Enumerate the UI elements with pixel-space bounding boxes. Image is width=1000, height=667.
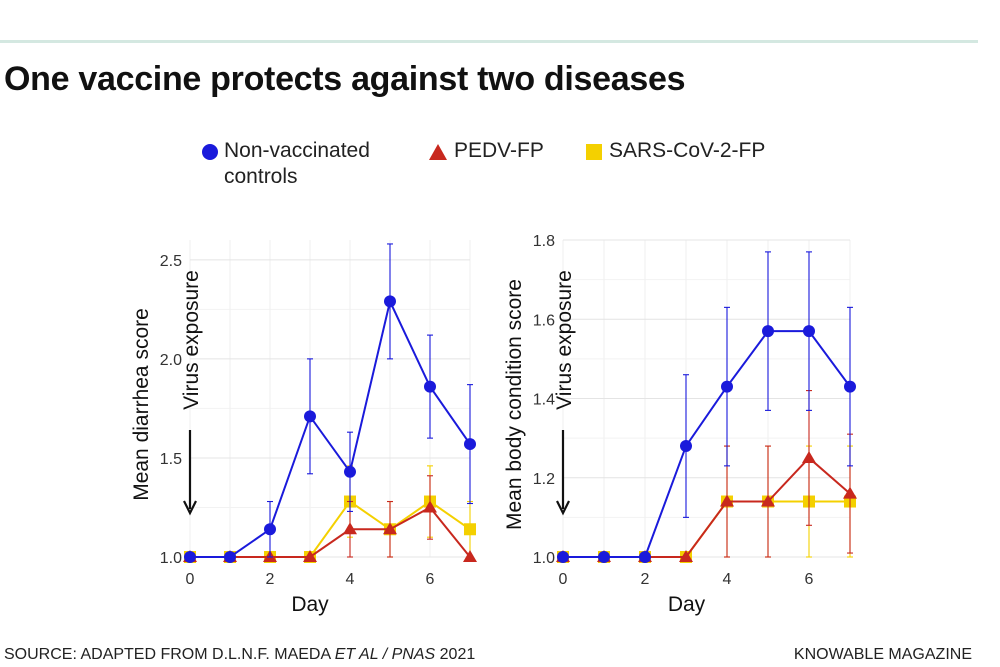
y-tick-label: 1.5 bbox=[160, 451, 182, 468]
data-point-circle bbox=[264, 523, 276, 536]
data-point-circle bbox=[598, 551, 610, 563]
data-point-circle bbox=[762, 325, 774, 338]
data-point-circle bbox=[639, 551, 651, 563]
data-point-triangle bbox=[843, 486, 857, 499]
data-point-triangle bbox=[383, 522, 397, 535]
data-point-square bbox=[464, 523, 476, 536]
x-axis-title: Day bbox=[668, 593, 706, 616]
x-tick-label: 4 bbox=[723, 571, 732, 588]
data-point-circle bbox=[557, 551, 569, 563]
data-point-circle bbox=[184, 551, 196, 563]
y-tick-label: 1.8 bbox=[533, 233, 555, 250]
data-point-triangle bbox=[679, 550, 693, 562]
data-point-triangle bbox=[802, 450, 816, 463]
source-italic: ET AL / PNAS bbox=[334, 646, 436, 663]
series-square bbox=[557, 445, 856, 563]
legend-label-line-1: PEDV-FP bbox=[454, 139, 544, 162]
x-tick-label: 6 bbox=[805, 571, 814, 588]
data-point-circle bbox=[464, 438, 476, 451]
legend-square-icon bbox=[586, 144, 602, 160]
body-condition-chart: 1.0 1.2 1.4 1.6 1.8 0 2 4 6 Day Mean body conditio… bbox=[503, 233, 857, 616]
legend-label-non-vaccinated: Non-vaccinated controls bbox=[224, 138, 370, 190]
data-point-circle bbox=[224, 551, 236, 563]
legend-label-line-1: SARS-CoV-2-FP bbox=[609, 139, 766, 162]
legend: Non-vaccinated controls PEDV-FP SARS-CoV… bbox=[0, 138, 1000, 198]
data-point-triangle bbox=[720, 494, 734, 507]
source-credit: SOURCE: ADAPTED FROM D.L.N.F. MAEDA ET A… bbox=[4, 646, 475, 664]
x-tick-label: 0 bbox=[186, 571, 195, 588]
data-point-circle bbox=[384, 295, 396, 308]
y-tick-label: 1.6 bbox=[533, 312, 555, 329]
data-point-circle bbox=[844, 380, 856, 393]
y-tick-label: 1.2 bbox=[533, 471, 555, 488]
series-line bbox=[190, 506, 471, 558]
legend-label-line-1: Non-vaccinated bbox=[224, 139, 370, 162]
x-tick-label: 2 bbox=[641, 571, 650, 588]
data-point-circle bbox=[680, 440, 692, 453]
source-prefix: SOURCE: ADAPTED FROM D.L.N.F. MAEDA bbox=[4, 646, 335, 663]
data-point-circle bbox=[721, 380, 733, 393]
x-tick-label: 4 bbox=[346, 571, 355, 588]
x-tick-label: 6 bbox=[426, 571, 435, 588]
virus-exposure-arrow-head-icon bbox=[183, 500, 197, 516]
data-point-triangle bbox=[343, 522, 357, 535]
y-axis-title: Mean diarrhea score bbox=[130, 308, 153, 501]
data-point-triangle bbox=[761, 494, 775, 507]
series-triangle bbox=[183, 475, 477, 562]
virus-exposure-arrow-head-icon bbox=[556, 500, 570, 516]
legend-marker-sars-cov-2 bbox=[586, 144, 602, 160]
y-axis-title: Mean body condition score bbox=[503, 279, 526, 530]
legend-label-line-2: controls bbox=[224, 165, 298, 188]
y-tick-label: 1.0 bbox=[533, 550, 555, 567]
y-tick-label: 2.0 bbox=[160, 352, 182, 369]
source-suffix: 2021 bbox=[435, 646, 476, 663]
data-point-triangle bbox=[423, 500, 437, 513]
y-tick-label: 1.0 bbox=[160, 550, 182, 567]
data-point-circle bbox=[803, 325, 815, 338]
series-circle bbox=[184, 243, 476, 563]
y-tick-label: 2.5 bbox=[160, 253, 182, 270]
publisher-credit: KNOWABLE MAGAZINE bbox=[793, 646, 972, 663]
series-line bbox=[563, 330, 851, 558]
virus-exposure-label: Virus exposure bbox=[553, 270, 576, 410]
series-circle bbox=[557, 251, 856, 563]
data-point-triangle bbox=[303, 550, 317, 562]
series-line bbox=[190, 298, 471, 558]
legend-label-pedv: PEDV-FP bbox=[454, 138, 544, 164]
chart-title: One vaccine protects against two disease… bbox=[4, 60, 686, 98]
x-axis-title: Day bbox=[291, 593, 329, 616]
data-point-circle bbox=[424, 380, 436, 393]
data-point-circle bbox=[304, 410, 316, 423]
diarrhea-score-chart: 1.0 1.5 2.0 2.5 0 2 4 6 Day Mean diarrhea score Vi… bbox=[130, 240, 477, 616]
legend-label-sars-cov-2: SARS-CoV-2-FP bbox=[609, 138, 765, 164]
x-tick-label: 2 bbox=[266, 571, 275, 588]
legend-marker-pedv bbox=[429, 144, 447, 160]
data-point-triangle bbox=[463, 550, 477, 562]
y-tick-label: 1.4 bbox=[533, 392, 555, 409]
virus-exposure-label: Virus exposure bbox=[180, 270, 203, 410]
legend-marker-non-vaccinated bbox=[202, 144, 218, 160]
x-tick-label: 0 bbox=[559, 571, 568, 588]
top-rule bbox=[0, 40, 978, 43]
legend-triangle-icon bbox=[429, 144, 447, 160]
legend-circle-icon bbox=[202, 144, 218, 160]
series-square bbox=[184, 465, 476, 563]
data-point-circle bbox=[344, 465, 356, 478]
